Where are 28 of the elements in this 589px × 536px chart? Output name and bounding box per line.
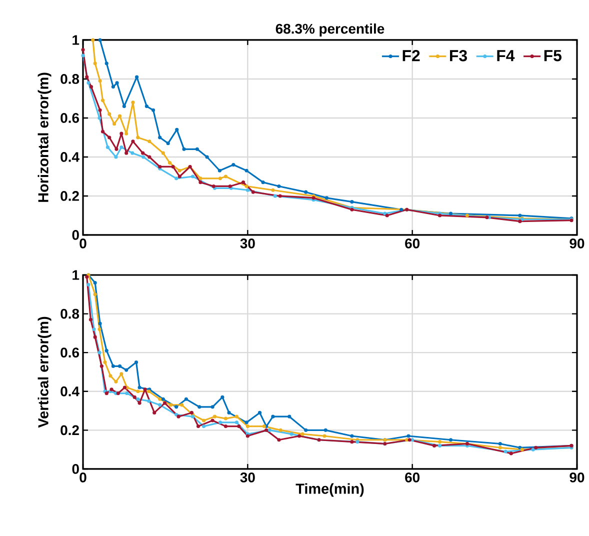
legend-label: F3	[450, 50, 467, 62]
y-tick-label: 0.2	[60, 425, 79, 436]
y-tick-label: 1	[72, 35, 80, 45]
y-tick-label: 0	[72, 230, 79, 240]
x-tick-label: 30	[240, 238, 255, 248]
y-tick-label: 0.8	[60, 74, 80, 84]
x-tick-label: 60	[405, 472, 420, 482]
x-tick-label: 60	[405, 238, 420, 248]
legend-label: F4	[497, 50, 515, 62]
y-tick-label: 1	[72, 270, 80, 280]
x-tick-label: 30	[240, 472, 255, 482]
y-tick-label: 0.4	[60, 386, 80, 396]
y-tick-label: 0.8	[60, 308, 80, 319]
y-tick-label: 0.6	[60, 348, 79, 358]
y-axis-title: Horizontal error(m)	[38, 72, 52, 202]
y-tick-label: 0.2	[60, 191, 79, 201]
x-tick-label: 90	[570, 472, 584, 482]
legend-label: F2	[402, 50, 420, 62]
y-tick-label: 0.4	[60, 152, 80, 162]
x-tick-label: 0	[80, 472, 86, 482]
x-axis-title: Time(min)	[296, 483, 364, 497]
y-tick-label: 0.6	[60, 113, 79, 123]
y-axis-title: Vertical error(m)	[38, 316, 52, 428]
legend-label: F5	[544, 50, 562, 62]
y-tick-label: 0	[72, 464, 79, 474]
x-tick-label: 0	[80, 238, 86, 248]
chart-title: 68.3% percentile	[276, 23, 384, 36]
x-tick-label: 90	[570, 238, 584, 248]
